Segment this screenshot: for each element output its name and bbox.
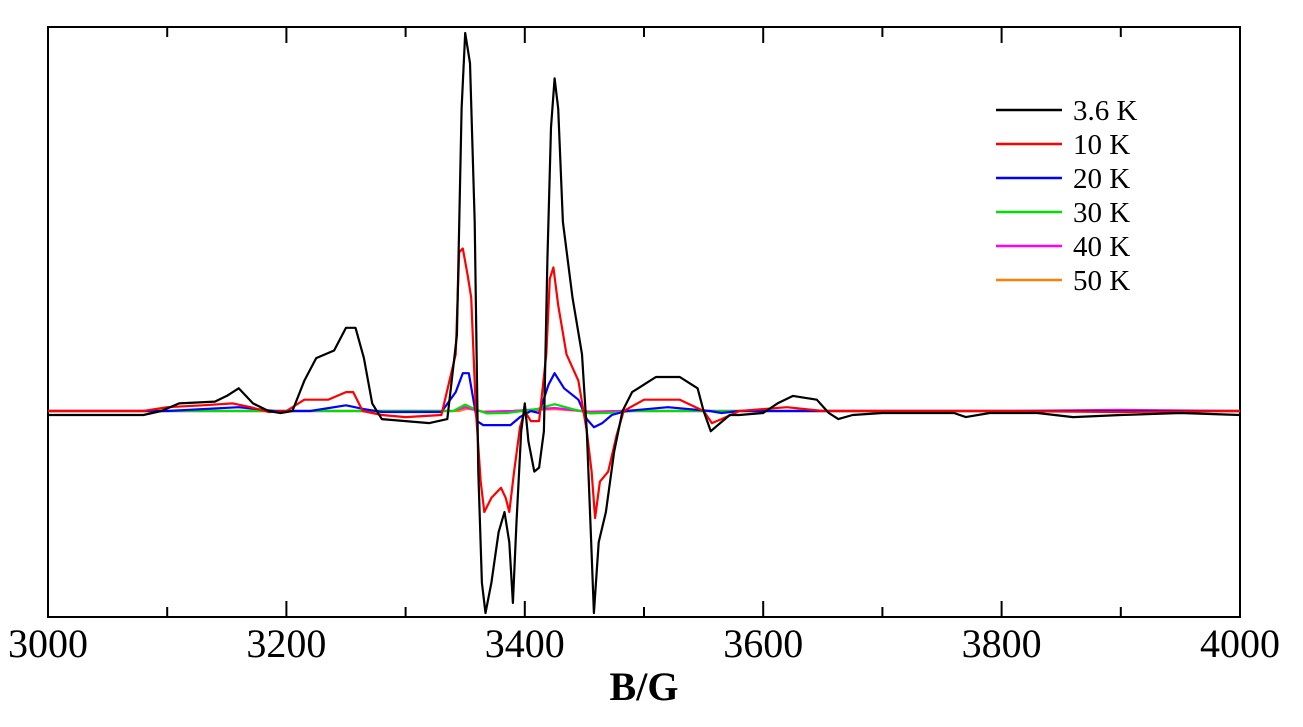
legend-label-4: 40 K xyxy=(1073,231,1130,263)
x-tick-label-3800: 3800 xyxy=(962,621,1042,666)
series-group xyxy=(48,31,1241,615)
x-tick-label-3000: 3000 xyxy=(8,621,88,666)
series-line-3-6-k xyxy=(48,31,1241,615)
legend-label-0: 3.6 K xyxy=(1073,95,1138,127)
x-axis-tick-labels: 3000 3200 3400 3600 3800 4000 xyxy=(8,621,1280,666)
legend-label-1: 10 K xyxy=(1073,129,1130,161)
legend-label-3: 30 K xyxy=(1073,197,1130,229)
plot-frame xyxy=(47,26,1241,618)
series-line-10-k xyxy=(48,247,1241,520)
legend-label-2: 20 K xyxy=(1073,163,1130,195)
x-axis-ticks xyxy=(47,27,1241,617)
x-tick-label-3200: 3200 xyxy=(246,621,326,666)
x-tick-label-3400: 3400 xyxy=(485,621,565,666)
x-tick-label-4000: 4000 xyxy=(1200,621,1280,666)
legend: 3.6 K10 K20 K30 K40 K50 K xyxy=(996,95,1138,297)
x-tick-label-3600: 3600 xyxy=(723,621,803,666)
legend-label-5: 50 K xyxy=(1073,265,1130,297)
x-axis-title: B/G xyxy=(610,664,679,709)
